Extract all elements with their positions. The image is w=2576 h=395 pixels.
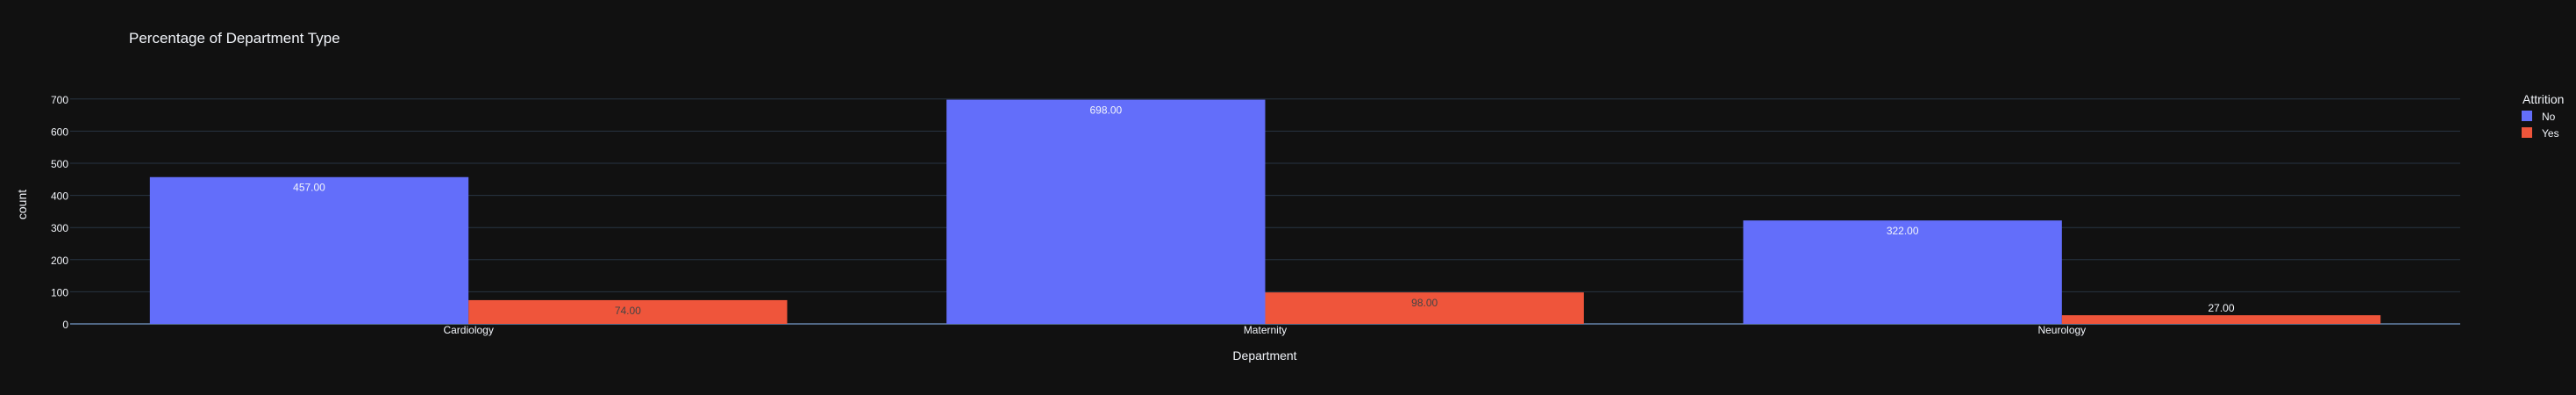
legend-title: Attrition [2522, 92, 2564, 106]
legend-label[interactable]: No [2542, 111, 2556, 123]
data-label: 698.00 [1089, 104, 1122, 117]
x-axis-ticks: Cardiology Maternity Neurology [443, 324, 2086, 336]
y-axis-ticks: 0 100 200 300 400 500 600 700 [51, 94, 68, 331]
bar-no-cardiology [149, 176, 469, 324]
bar-yes-neurology [2061, 315, 2381, 324]
y-tick-label: 0 [62, 319, 68, 331]
x-tick-label: Cardiology [443, 324, 493, 336]
data-label: 74.00 [615, 305, 641, 317]
legend: Attrition No Yes [2522, 92, 2564, 140]
x-axis-title: Department [1232, 348, 1296, 363]
data-label: 27.00 [2208, 302, 2234, 314]
data-label: 322.00 [1887, 225, 1919, 237]
x-tick-label: Maternity [1244, 324, 1287, 336]
y-tick-label: 200 [51, 255, 68, 267]
bar-yes-cardiology [468, 299, 788, 324]
bar-labels: 457.00 74.00 698.00 98.00 322.00 27.00 [293, 104, 2235, 317]
bar-no-maternity [946, 99, 1266, 324]
bars [149, 99, 2381, 324]
data-label: 457.00 [293, 182, 325, 194]
legend-label[interactable]: Yes [2542, 127, 2559, 140]
y-tick-label: 500 [51, 158, 68, 170]
y-tick-label: 100 [51, 286, 68, 298]
y-tick-label: 600 [51, 126, 68, 138]
bar-yes-maternity [1265, 292, 1584, 324]
y-tick-label: 700 [51, 94, 68, 106]
legend-swatch [2522, 127, 2532, 138]
data-label: 98.00 [1411, 297, 1438, 309]
y-tick-label: 300 [51, 222, 68, 234]
y-axis-title: count [15, 190, 29, 219]
bar-no-neurology [1743, 220, 2062, 324]
chart-title: Percentage of Department Type [129, 30, 340, 47]
x-tick-label: Neurology [2037, 324, 2086, 336]
y-tick-label: 400 [51, 190, 68, 203]
legend-swatch [2522, 111, 2532, 121]
